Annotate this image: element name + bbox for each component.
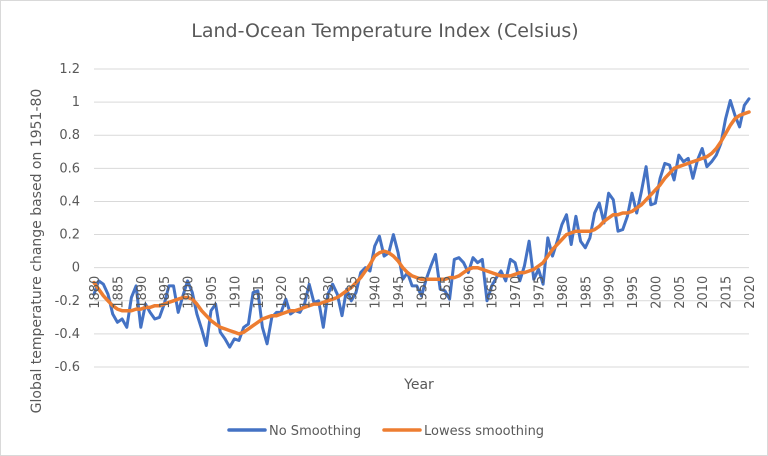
x-tick-label: 1930: [322, 276, 337, 309]
x-tick-label: 1980: [556, 276, 571, 309]
x-tick-label: 1955: [439, 276, 454, 309]
y-tick-label: 1.2: [59, 62, 80, 77]
x-tick-label: 2015: [720, 276, 735, 309]
x-tick-label: 1965: [486, 276, 501, 309]
x-tick-label: 1885: [111, 276, 126, 309]
x-tick-label: 1940: [369, 276, 384, 309]
y-axis-ticks: 1.2 1 0.8 0.6 0.4 0.2 0 -0.2 -0.4 -0.6: [55, 62, 80, 375]
x-tick-label: 1915: [252, 276, 267, 309]
series-line-no-smoothing: [92, 97, 751, 349]
x-tick-label: 1895: [158, 276, 173, 309]
x-tick-label: 1890: [135, 276, 150, 309]
x-tick-label: 1905: [205, 276, 220, 309]
x-tick-label: 1945: [392, 276, 407, 309]
y-tick-label: -0.6: [55, 360, 80, 375]
series-line-lowess-smoothing: [92, 110, 751, 336]
y-tick-label: 0.2: [59, 228, 80, 243]
x-tick-label: 1985: [579, 276, 594, 309]
legend-label: Lowess smoothing: [424, 424, 544, 439]
x-tick-label: 2005: [673, 276, 688, 309]
legend: No Smoothing Lowess smoothing: [227, 424, 544, 439]
x-tick-label: 1975: [533, 276, 548, 309]
x-tick-label: 1920: [275, 276, 290, 309]
x-tick-label: 1970: [509, 276, 524, 309]
x-tick-label: 1900: [182, 276, 197, 309]
y-tick-label: -0.2: [55, 294, 80, 309]
x-tick-label: 1935: [345, 276, 360, 309]
y-tick-label: 0.4: [59, 194, 80, 209]
y-tick-label: 0.8: [59, 128, 80, 143]
chart-title: Land-Ocean Temperature Index (Celsius): [191, 20, 578, 42]
gridlines: [94, 68, 749, 368]
x-tick-label: 1950: [416, 276, 431, 309]
x-tick-label: 1925: [299, 276, 314, 309]
x-tick-label: 1960: [462, 276, 477, 309]
x-tick-label: 2020: [743, 276, 758, 309]
y-tick-label: -0.4: [55, 327, 80, 342]
x-tick-label: 1880: [88, 276, 103, 309]
y-tick-label: 0.6: [59, 161, 80, 176]
x-axis-label: Year: [403, 377, 434, 393]
y-axis-label: Global temperature change based on 1951-…: [29, 89, 45, 414]
series-lines: [92, 97, 751, 349]
x-tick-label: 2000: [649, 276, 664, 309]
x-tick-label: 1995: [626, 276, 641, 309]
x-tick-label: 1990: [603, 276, 618, 309]
x-tick-label: 1910: [228, 276, 243, 309]
y-tick-label: 0: [72, 261, 80, 276]
y-tick-label: 1: [72, 95, 80, 110]
legend-label: No Smoothing: [269, 424, 361, 439]
x-axis-ticks: 1880 1885 1890 1895 1900 1905 1910 1915 1920 1925…: [88, 276, 758, 309]
x-tick-label: 2010: [696, 276, 711, 309]
